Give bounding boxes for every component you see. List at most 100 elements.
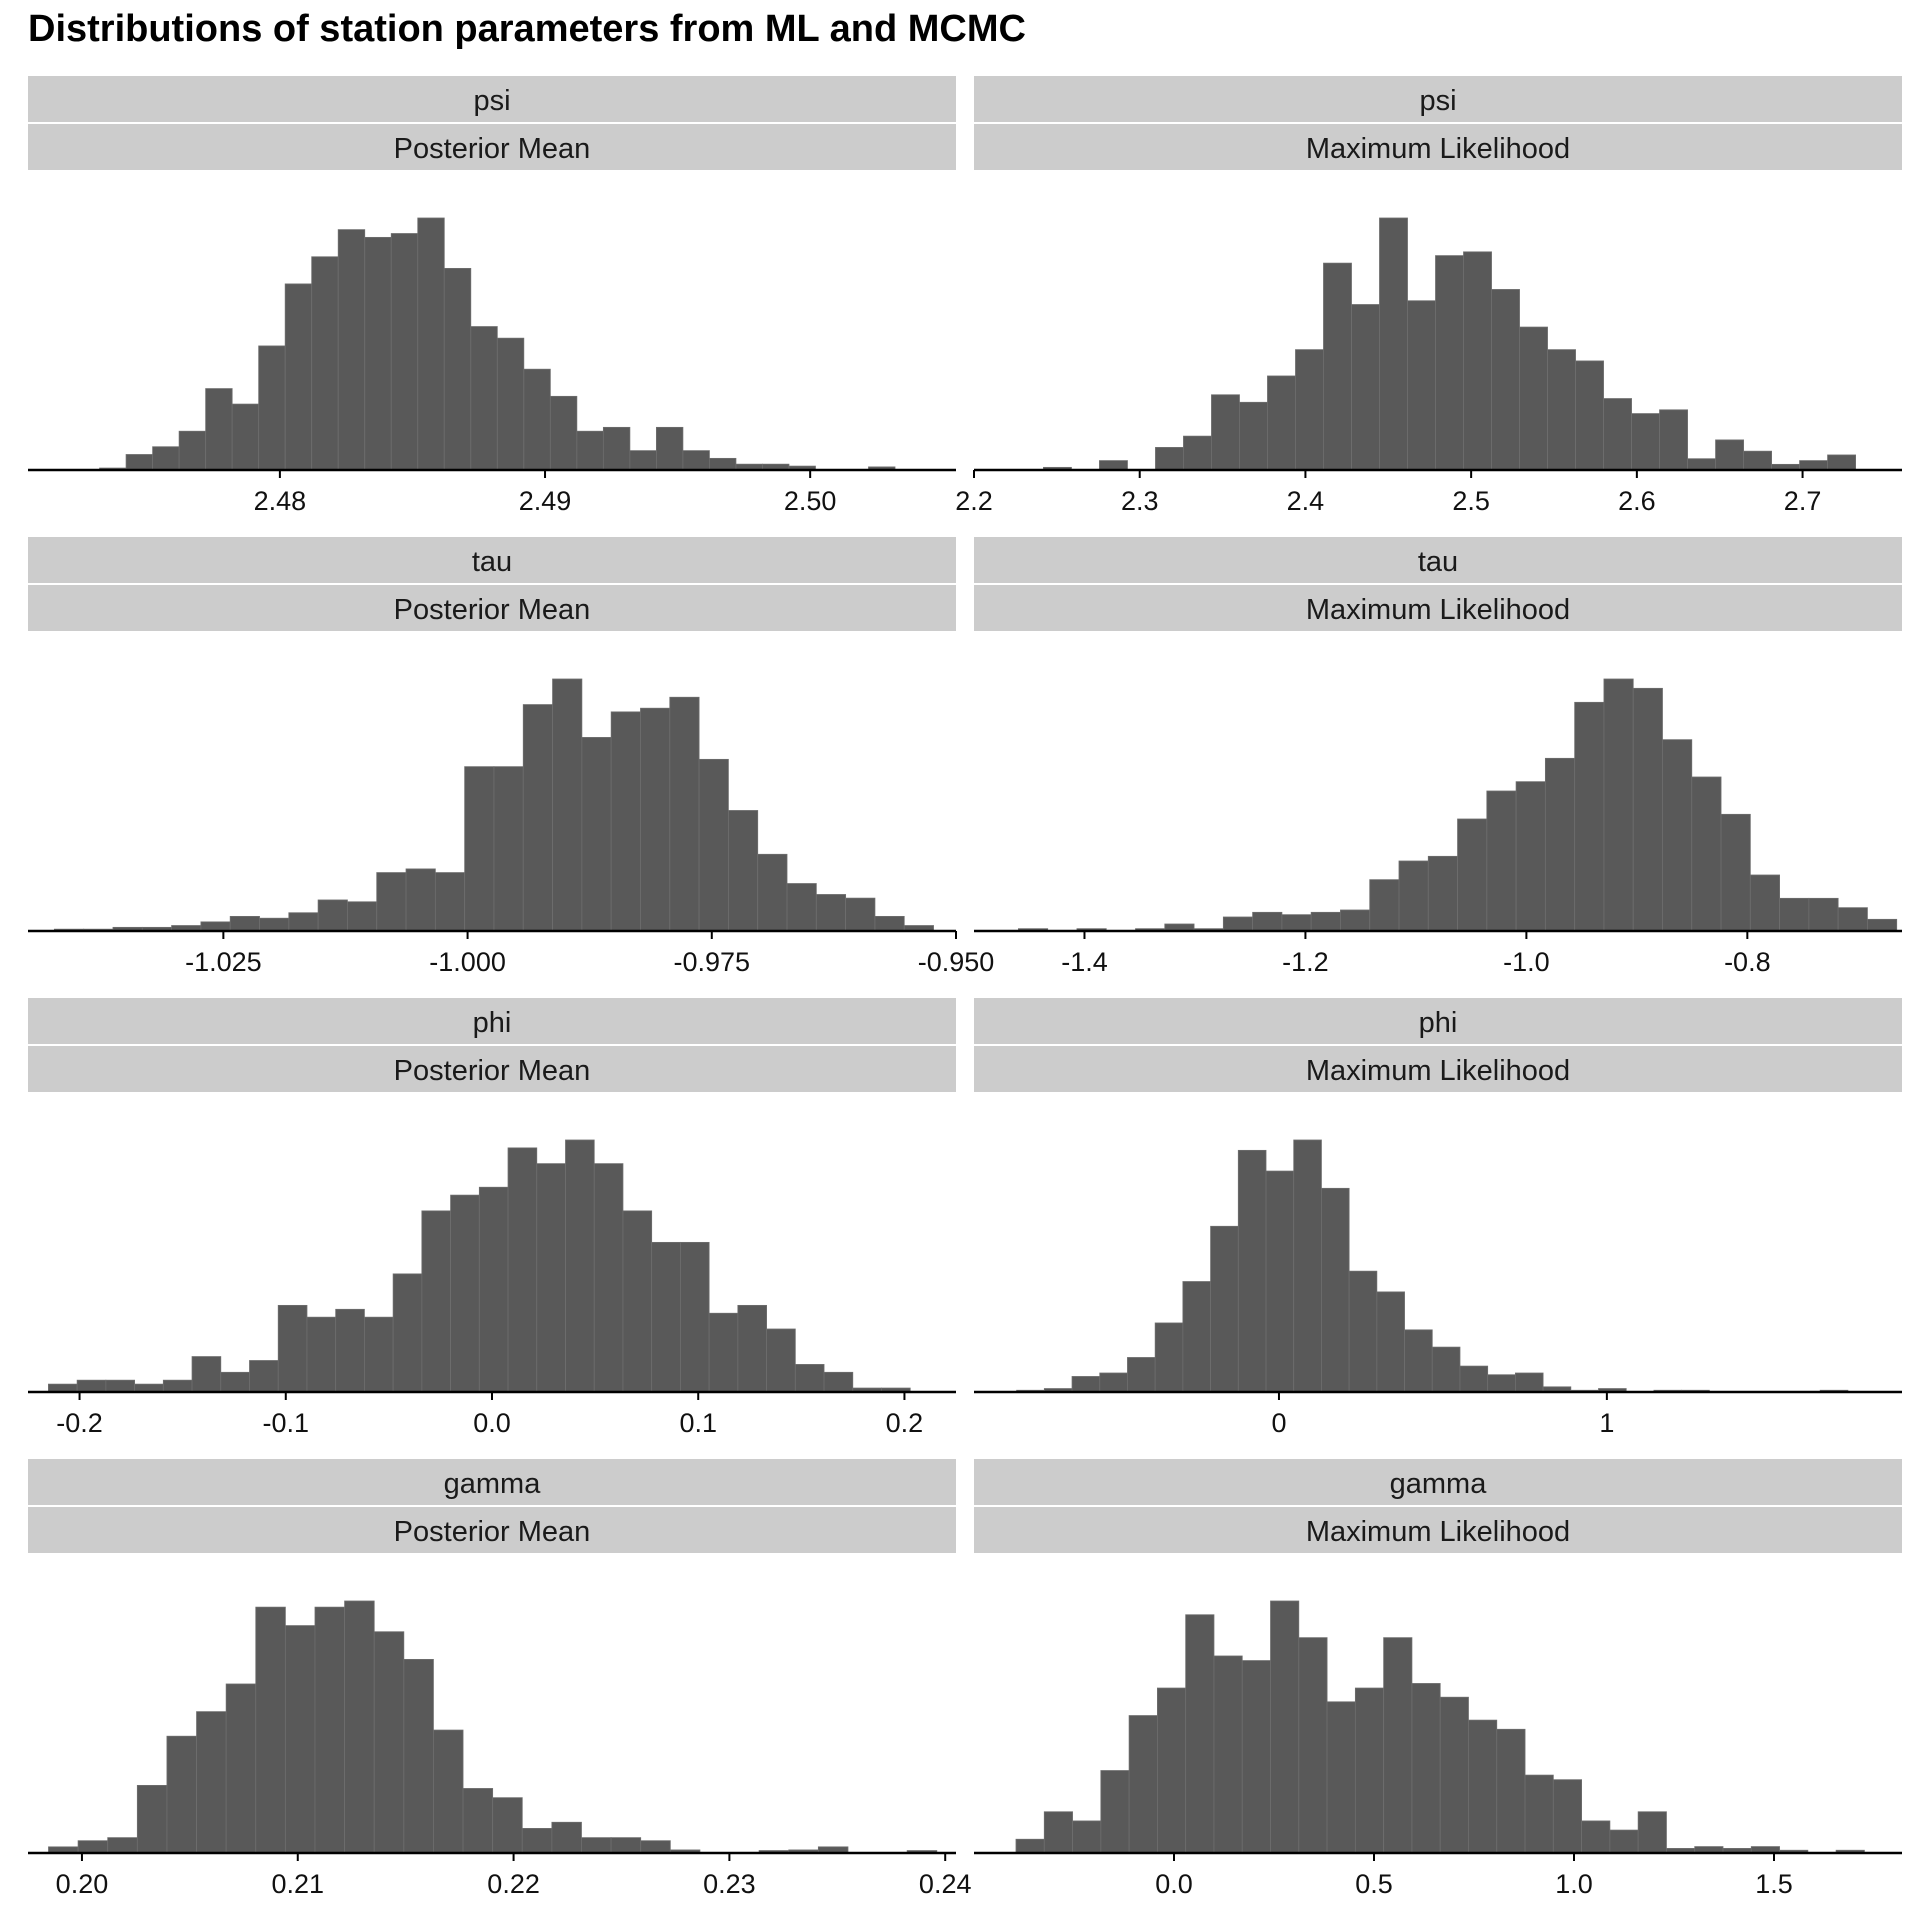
facet-phi-maximum-likelihood: phi Maximum Likelihood 0 1 (974, 998, 1902, 1438)
histogram-bar (335, 1308, 365, 1393)
histogram-bar (1514, 1372, 1544, 1393)
histogram-bar (1293, 1139, 1322, 1393)
histogram-bar (1072, 1820, 1102, 1854)
x-tick-label: 0 (1271, 1408, 1286, 1438)
x-tick-label: -0.975 (674, 947, 751, 977)
histogram-bar (1799, 460, 1828, 471)
histogram-bar (874, 915, 905, 932)
facet-method-label: Maximum Likelihood (1306, 1055, 1570, 1087)
x-tick-label: -1.000 (429, 947, 506, 977)
x-tick-label: -0.950 (918, 947, 995, 977)
facet-strip-param (974, 1459, 1902, 1505)
facet-method-label: Posterior Mean (394, 133, 591, 165)
histogram-bar (1427, 855, 1458, 932)
histogram-bar (794, 1364, 825, 1393)
histogram-bar (651, 1241, 681, 1393)
histogram-bar (1827, 454, 1856, 471)
histogram-bar (576, 430, 604, 471)
histogram-bar (1099, 460, 1128, 471)
histogram-bar (376, 872, 407, 932)
histogram-bar (728, 810, 759, 932)
histogram-bar (493, 766, 524, 932)
histogram-bar (602, 426, 631, 471)
histogram-bar (1439, 1696, 1469, 1854)
x-tick-label: 2.5 (1452, 486, 1490, 516)
facet-strip-param (28, 537, 956, 583)
x-tick-label: 0.0 (473, 1408, 511, 1438)
histogram-bar (1867, 918, 1898, 932)
x-tick-label: 0.24 (919, 1869, 972, 1899)
facet-method-label: Posterior Mean (394, 1055, 591, 1087)
histogram-bar (492, 1797, 523, 1854)
facet-tau-maximum-likelihood: tau Maximum Likelihood -1.4 -1.2 -1.0 -0.8 (974, 537, 1902, 977)
histogram-bar (1321, 1187, 1350, 1393)
facet-param-label: psi (1419, 85, 1456, 117)
histogram-bar (1182, 1281, 1211, 1393)
histogram-bar (496, 337, 525, 471)
histogram-bar (1323, 262, 1352, 471)
histogram-bar (1383, 1637, 1413, 1854)
histogram-bar (1015, 1838, 1045, 1854)
histogram-bar (1270, 1600, 1300, 1854)
histogram-bar (1211, 394, 1240, 471)
histogram-bar (1547, 349, 1576, 471)
histogram-bar (314, 1606, 345, 1854)
histogram-bar (284, 1625, 316, 1854)
histogram-bar (433, 1729, 464, 1854)
histogram-bar (622, 1210, 653, 1393)
histogram-bar (823, 1371, 854, 1393)
x-tick-label: 0.22 (487, 1869, 540, 1899)
histogram-bar (1575, 360, 1604, 471)
x-tick-label: 2.49 (519, 486, 572, 516)
x-tick-label: 2.7 (1784, 486, 1822, 516)
histogram-bar (815, 894, 847, 932)
x-tick-label: 2.3 (1121, 486, 1159, 516)
histogram-bar (1435, 255, 1464, 471)
x-tick-label: 1.5 (1755, 1869, 1793, 1899)
x-tick-label: 0.23 (703, 1869, 756, 1899)
histogram-bar (786, 883, 817, 932)
x-tick-label: 1 (1599, 1408, 1614, 1438)
histogram-bar (231, 403, 260, 471)
histogram-bar (317, 899, 348, 932)
histogram-bar (1237, 1149, 1267, 1393)
facet-tau-posterior-mean: tau Posterior Mean -1.025 -1.000 -0.975 -0.95… (28, 537, 994, 977)
histogram-bar (1486, 790, 1517, 932)
histogram-bar (1631, 413, 1660, 471)
facet-strip-method (28, 585, 956, 631)
histogram-bar (1743, 450, 1772, 471)
histogram-bar (1183, 435, 1212, 471)
histogram-bar (1154, 1322, 1184, 1393)
histogram-bar (1519, 326, 1548, 471)
histogram-bar (640, 707, 671, 932)
histogram-bar (1720, 813, 1751, 932)
histogram-bar (464, 766, 495, 932)
x-tick-label: 0.20 (56, 1869, 109, 1899)
histogram-bar (1581, 1820, 1611, 1854)
histogram-bar (1379, 217, 1408, 471)
histogram-bar (470, 326, 498, 471)
x-tick-label: 0.0 (1155, 1869, 1193, 1899)
histogram-bar (364, 236, 392, 471)
histogram-bar (1404, 1329, 1433, 1393)
histogram-bar (1515, 781, 1546, 932)
facet-strip-method (974, 585, 1902, 631)
histogram-bar (421, 1210, 451, 1393)
histogram-bar (105, 1379, 136, 1393)
facet-phi-posterior-mean: phi Posterior Mean -0.2 -0.1 0.0 0.1 0.2 (28, 998, 956, 1438)
histogram-bar (1609, 1829, 1639, 1854)
histogram-bar (1326, 1701, 1356, 1854)
histogram-bar (1808, 897, 1839, 932)
histogram-bar (1459, 1365, 1489, 1393)
x-tick-label: -1.0 (1503, 947, 1550, 977)
x-tick-label: -0.1 (263, 1408, 310, 1438)
histogram-bar (1239, 401, 1268, 471)
histogram-bar (337, 229, 366, 471)
histogram-bar (1659, 409, 1688, 471)
facet-method-label: Maximum Likelihood (1306, 594, 1570, 626)
histogram-bar (347, 901, 378, 932)
histogram-bar (1544, 757, 1576, 932)
histogram-bar (1632, 687, 1663, 932)
facet-param-label: gamma (444, 1468, 542, 1500)
